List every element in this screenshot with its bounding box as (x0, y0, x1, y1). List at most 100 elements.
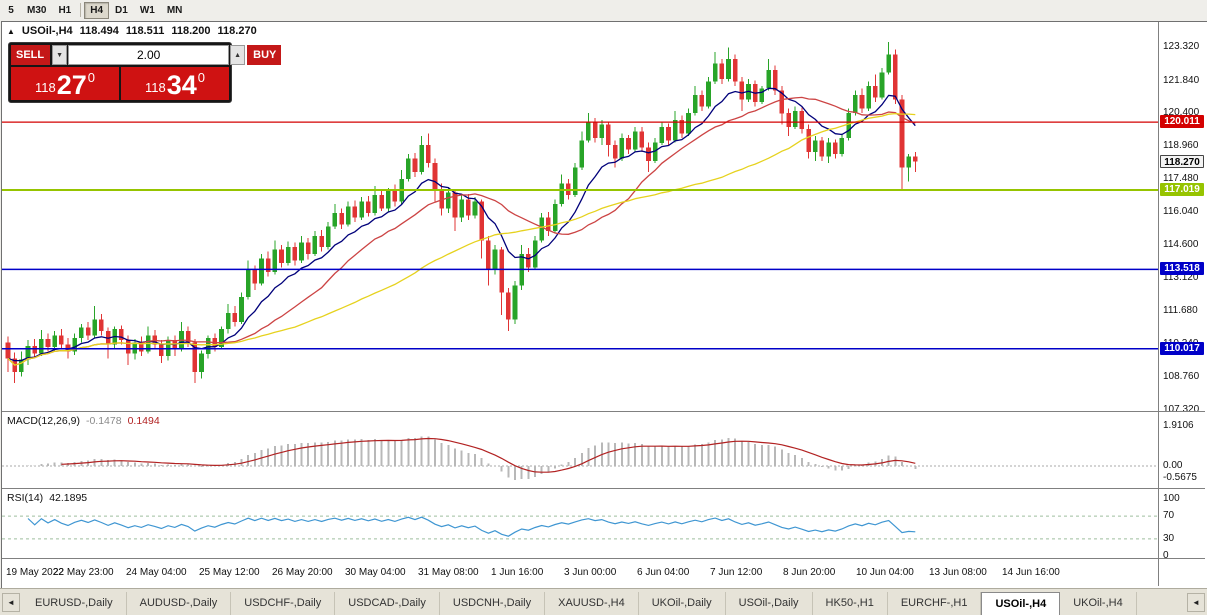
price-axis-label: 121.840 (1163, 74, 1200, 86)
price-axis-label: 118.960 (1163, 139, 1199, 151)
buy-button[interactable]: BUY (247, 45, 282, 65)
chart-tab-eurusd-daily[interactable]: EURUSD-,Daily (22, 592, 127, 615)
volume-control: ▼ ▲ (52, 45, 246, 65)
time-axis-label: 1 Jun 16:00 (491, 567, 544, 578)
chart-tab-xauusd-h4[interactable]: XAUUSD-,H4 (545, 592, 639, 615)
time-axis-label: 26 May 20:00 (272, 567, 333, 578)
time-axis-label: 6 Jun 04:00 (637, 567, 690, 578)
tabs-scroll-right-button[interactable]: ◄ (1187, 593, 1205, 612)
chart-tab-usdcnh-daily[interactable]: USDCNH-,Daily (439, 592, 546, 615)
chart-tab-eurchf-h1[interactable]: EURCHF-,H1 (887, 592, 982, 615)
macd-label-line: MACD(12,26,9) -0.1478 0.1494 (7, 415, 160, 427)
sell-price-display[interactable]: 118 27 0 (11, 67, 119, 100)
price-axis-label: 123.320 (1163, 41, 1200, 52)
price-axis: 123.320 121.840 120.400 118.960 117.480 116.0… (1159, 22, 1205, 415)
time-axis-label: 30 May 04:00 (345, 567, 406, 578)
chart-tab-ukoil-h4[interactable]: UKOil-,H4 (1060, 592, 1137, 615)
price-axis-label: 120.400 (1163, 107, 1200, 119)
time-axis-label: 25 May 12:00 (199, 567, 260, 578)
collapse-icon: ▲ (7, 26, 15, 36)
macd-plot[interactable]: MACD(12,26,9) -0.1478 0.1494 (2, 412, 1159, 488)
time-axis-label: 24 May 04:00 (126, 567, 187, 578)
volume-input[interactable] (68, 45, 230, 65)
timeframe-button-mn[interactable]: MN (161, 2, 189, 19)
ask-prefix: 118 (144, 80, 166, 95)
ohlc-open: 118.494 (79, 25, 119, 37)
hline-price-tag: 117.019 (1160, 182, 1204, 196)
time-axis-label: 10 Jun 04:00 (856, 567, 914, 578)
main-chart-panel: ▲ USOil-,H4 118.494 118.511 118.200 118.… (2, 22, 1205, 415)
time-axis-corner (1159, 559, 1205, 586)
macd-axis-label: 1.9106 (1163, 419, 1194, 431)
macd-name: MACD(12,26,9) (7, 415, 80, 427)
rsi-name: RSI(14) (7, 492, 44, 504)
volume-up-button[interactable]: ▲ (230, 45, 246, 65)
price-axis-label: 111.680 (1163, 305, 1198, 317)
rsi-axis-label: 30 (1163, 532, 1175, 544)
time-axis-label: 13 Jun 08:00 (929, 567, 987, 578)
timeframe-button-d1[interactable]: D1 (109, 2, 134, 19)
volume-down-button[interactable]: ▼ (52, 45, 68, 65)
bid-big-digits: 27 (56, 70, 87, 100)
tabs-scroll-left-button[interactable]: ◄ (2, 593, 20, 612)
time-axis-label: 22 May 23:00 (53, 567, 114, 578)
macd-canvas[interactable] (2, 412, 1158, 488)
rsi-panel: RSI(14) 42.1895 100 70 30 0 (2, 488, 1205, 561)
macd-axis-label: 0.00 (1163, 460, 1183, 471)
chart-tab-usoil-daily[interactable]: USOil-,Daily (725, 592, 813, 615)
rsi-value: 42.1895 (49, 492, 88, 504)
time-axis-label: 7 Jun 12:00 (710, 567, 763, 578)
chart-tab-audusd-daily[interactable]: AUDUSD-,Daily (126, 592, 232, 615)
time-axis-label: 8 Jun 20:00 (783, 567, 836, 578)
price-axis-label: 113.120 (1163, 272, 1199, 284)
price-axis-label: 107.320 (1163, 404, 1200, 415)
sell-button[interactable]: SELL (11, 45, 51, 65)
hline-price-tag: 120.011 (1160, 115, 1204, 129)
chart-window: ▲ USOil-,H4 118.494 118.511 118.200 118.… (1, 21, 1207, 589)
rsi-axis-label: 70 (1163, 510, 1175, 522)
price-axis-label: 114.600 (1163, 238, 1199, 250)
timeframe-toolbar: 5 M30 H1 H4 D1 W1 MN (0, 0, 1207, 20)
price-axis-label: 117.480 (1163, 173, 1199, 185)
time-axis-label: 3 Jun 00:00 (564, 567, 617, 578)
price-axis-label: 108.760 (1163, 371, 1200, 383)
price-axis-label: 116.040 (1163, 206, 1199, 218)
timeframe-button-h1[interactable]: H1 (52, 2, 77, 19)
hline-price-tag: 110.017 (1160, 341, 1204, 355)
macd-main-value: -0.1478 (85, 415, 122, 427)
bid-pipette: 0 (87, 70, 95, 85)
chart-tab-ukoil-daily[interactable]: UKOil-,Daily (638, 592, 726, 615)
macd-signal-value: 0.1494 (127, 415, 160, 427)
time-axis-row: 19 May 2022 22 May 23:00 24 May 04:00 25 Ma… (2, 558, 1205, 586)
main-chart-canvas[interactable] (2, 22, 1158, 411)
rsi-plot[interactable]: RSI(14) 42.1895 (2, 489, 1159, 558)
chart-symbol-ohlc: ▲ USOil-,H4 118.494 118.511 118.200 118.… (7, 25, 257, 37)
current-price-tag: 118.270 (1160, 154, 1204, 168)
main-chart-plot[interactable]: ▲ USOil-,H4 118.494 118.511 118.200 118.… (2, 22, 1159, 411)
chart-tab-usdcad-daily[interactable]: USDCAD-,Daily (335, 592, 440, 615)
rsi-axis-label: 100 (1163, 493, 1180, 504)
ask-big-digits: 34 (166, 70, 197, 100)
buy-price-display[interactable]: 118 34 0 (121, 67, 229, 100)
timeframe-button-m30[interactable]: M30 (21, 2, 52, 19)
ask-pipette: 0 (197, 70, 205, 85)
ohlc-high: 118.511 (125, 25, 165, 37)
rsi-canvas[interactable] (2, 489, 1158, 558)
time-axis-label: 14 Jun 16:00 (1002, 567, 1060, 578)
timeframe-button-w1[interactable]: W1 (134, 2, 161, 19)
chart-tab-hk50-h1[interactable]: HK50-,H1 (812, 592, 888, 615)
timeframe-button-5[interactable]: 5 (1, 2, 21, 19)
time-axis-label: 19 May 2022 (6, 567, 64, 578)
time-axis[interactable]: 19 May 2022 22 May 23:00 24 May 04:00 25 Ma… (2, 559, 1159, 586)
hline-price-tag: 113.518 (1160, 262, 1204, 276)
chart-tab-usoil-h4[interactable]: USOil-,H4 (981, 592, 1061, 615)
ohlc-close: 118.270 (217, 25, 257, 37)
macd-axis-label: -0.5675 (1163, 471, 1197, 483)
rsi-axis-label: 0 (1163, 550, 1169, 561)
timeframe-button-h4[interactable]: H4 (84, 1, 110, 19)
chart-tab-usdchf-daily[interactable]: USDCHF-,Daily (231, 592, 336, 615)
bid-prefix: 118 (34, 80, 56, 95)
toolbar-separator (80, 3, 82, 17)
